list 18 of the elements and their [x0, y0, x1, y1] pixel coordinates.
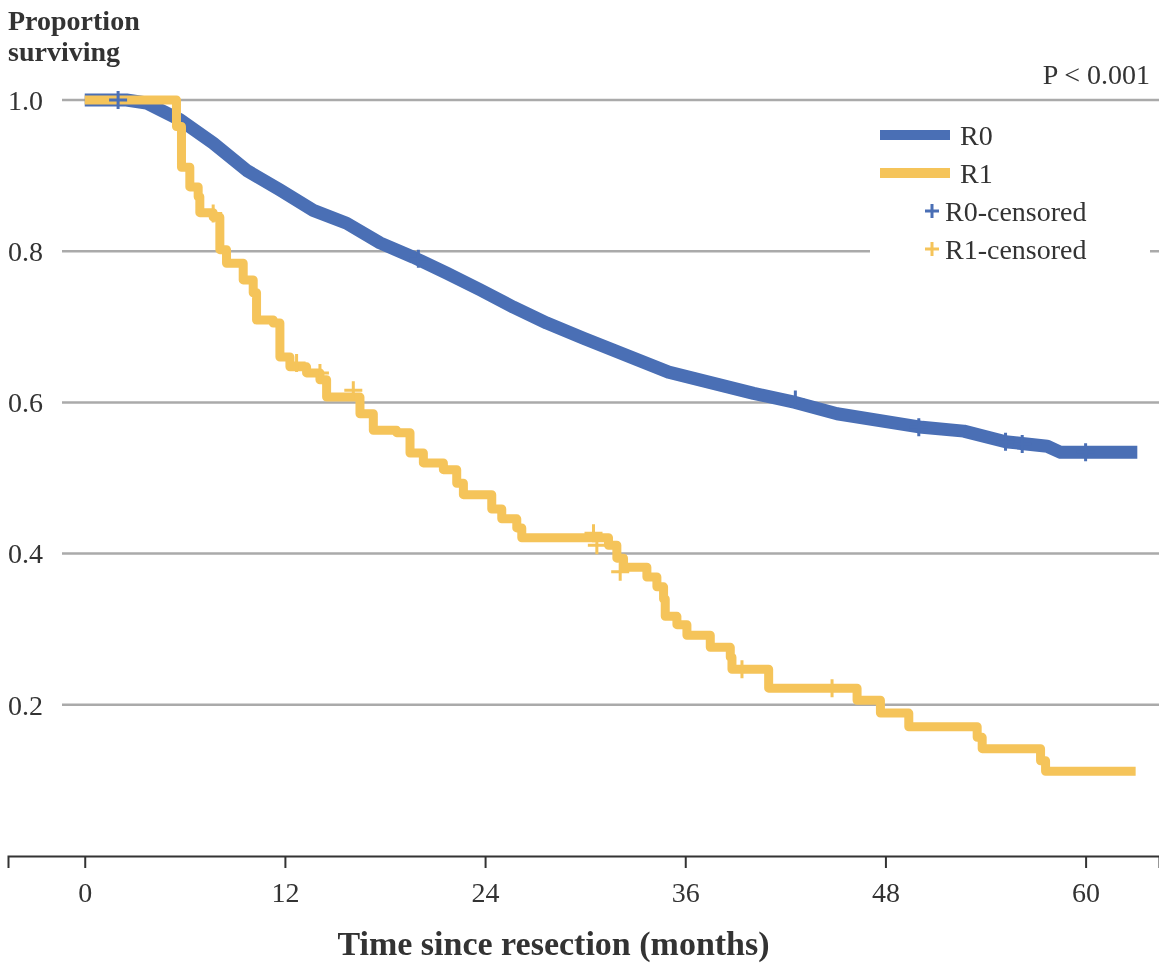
x-tick-label: 36: [671, 876, 700, 908]
x-tick-label: 48: [871, 876, 900, 908]
y-tick-label: 0.2: [8, 689, 43, 721]
y-tick-label: 0.8: [8, 236, 43, 267]
legend-label: R1: [960, 157, 993, 189]
x-tick-label: 0: [78, 876, 93, 908]
legend-label: R0: [960, 119, 993, 151]
y-tick-label: 0.4: [8, 538, 43, 570]
x-axis-title: Time since resection (months): [337, 925, 770, 963]
y-axis-title: Proportion surviving: [8, 5, 141, 67]
y-tick-label: 1.0: [8, 84, 43, 116]
legend-label: R0-censored: [945, 195, 1087, 227]
legend-label: R1-censored: [945, 233, 1087, 265]
x-tick-label: 12: [271, 876, 300, 908]
x-tick-label: 60: [1072, 876, 1101, 908]
y-tick-label: 0.6: [8, 387, 43, 419]
text: P < 0.001: [1042, 59, 1150, 90]
x-tick-label: 24: [471, 876, 500, 908]
